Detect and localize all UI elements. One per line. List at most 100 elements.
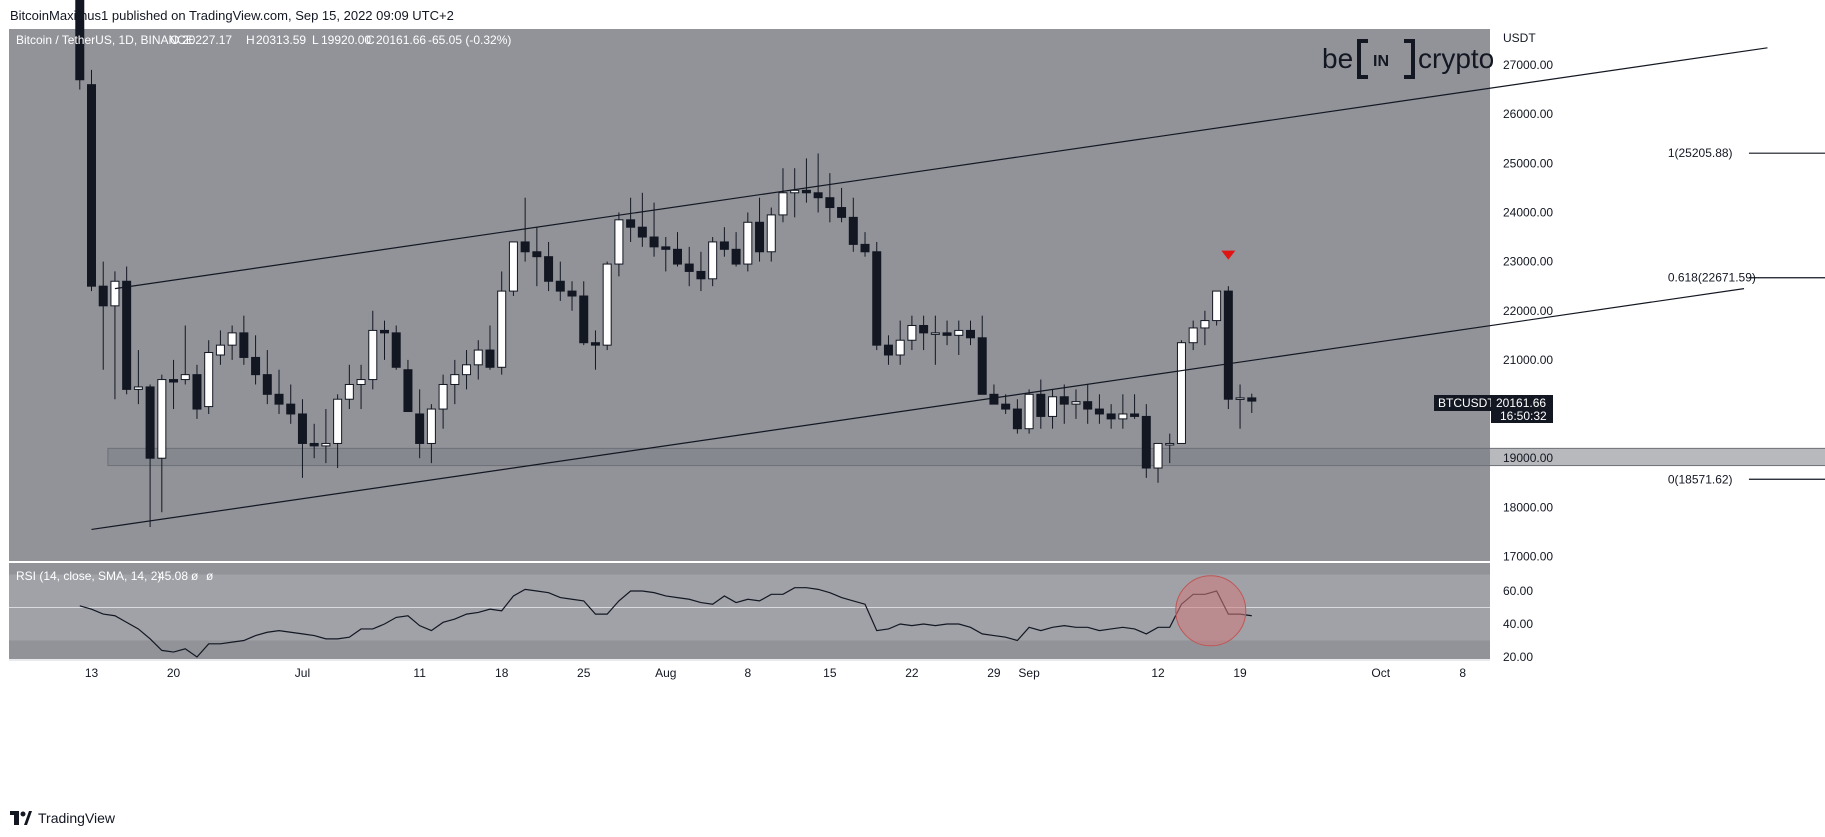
candle-body: [872, 251, 882, 346]
candle: [1001, 394, 1011, 414]
rsi-legend-extra-2: ø: [206, 569, 214, 583]
candle: [837, 187, 847, 223]
time-axis-tick: 29: [987, 666, 1001, 680]
candle-body: [297, 413, 307, 444]
time-axis-tick: 13: [85, 666, 99, 680]
candle: [98, 261, 108, 370]
candle-body: [368, 329, 378, 381]
rsi-legend-title[interactable]: RSI (14, close, SMA, 14, 2): [16, 569, 161, 583]
symbol-name[interactable]: Bitcoin / TetherUS, 1D, BINANCE: [16, 33, 194, 47]
candle-body: [801, 189, 811, 194]
open-label: O: [170, 33, 179, 47]
candle-body: [544, 256, 554, 282]
price-label: 20161.66: [1496, 396, 1546, 410]
low-value: 19920.00: [321, 33, 371, 47]
candle-body: [1094, 408, 1104, 415]
candle-body: [1036, 393, 1046, 417]
candle: [872, 241, 882, 351]
ticker-label: BTCUSDT: [1438, 396, 1495, 410]
candle: [180, 325, 190, 385]
change-value: -65.05 (-0.32%): [428, 33, 511, 47]
candle-body: [485, 349, 495, 368]
channel-line[interactable]: [91, 288, 1745, 531]
candle: [426, 404, 436, 464]
candle: [661, 237, 671, 272]
footer-text: TradingView: [38, 810, 116, 826]
candle-body: [391, 332, 401, 368]
candle-body: [895, 339, 905, 356]
open-value: 20227.17: [182, 33, 232, 47]
price-axis[interactable]: [1490, 29, 1825, 661]
candle-body: [743, 221, 753, 265]
candle-body: [1188, 327, 1198, 344]
candle-body: [1071, 401, 1081, 405]
candle: [649, 202, 659, 257]
candle: [883, 335, 893, 365]
close-value: 20161.66: [376, 33, 426, 47]
candle: [895, 320, 905, 365]
fib-level-label: 0(18571.62): [1668, 472, 1733, 486]
candle: [356, 364, 366, 410]
channel-line[interactable]: [114, 47, 1768, 290]
candle: [508, 241, 518, 297]
low-label: L: [312, 33, 319, 47]
candle: [544, 241, 554, 292]
price-axis-tick: 19000.00: [1503, 451, 1553, 465]
candle: [1247, 393, 1257, 413]
brand-box-gap-top: [1368, 37, 1404, 45]
candle: [1012, 399, 1022, 434]
candle-body: [239, 332, 249, 358]
candle: [1200, 310, 1210, 346]
candle-body: [825, 197, 835, 209]
candle: [87, 69, 96, 292]
candle-body: [309, 442, 319, 447]
brand-box-text: IN: [1373, 53, 1389, 70]
candle: [567, 281, 577, 311]
candle-body: [813, 192, 823, 199]
candle-body: [1141, 415, 1151, 469]
candle-body: [930, 332, 940, 335]
candle-body: [731, 248, 741, 265]
rsi-axis-tick: 40.00: [1503, 617, 1533, 631]
time-axis-tick: 25: [577, 666, 591, 680]
candle-body: [415, 413, 425, 444]
candle: [1212, 290, 1222, 326]
candle: [684, 246, 694, 287]
candle: [626, 197, 636, 242]
time-axis-tick: 22: [905, 666, 919, 680]
time-axis-tick: 18: [495, 666, 509, 680]
rsi-layer: [9, 574, 1490, 658]
candle: [145, 384, 155, 528]
publisher-header: BitcoinMaximus1 published on TradingView…: [10, 8, 454, 23]
price-axis-unit: USDT: [1503, 31, 1536, 45]
candle-body: [907, 324, 917, 341]
candle: [110, 271, 120, 400]
candle-body: [778, 192, 788, 216]
candle-body: [145, 386, 155, 459]
time-axis-tick: 8: [744, 666, 751, 680]
candle: [403, 359, 413, 413]
candle: [1059, 384, 1069, 424]
rsi-axis-tick: 60.00: [1503, 584, 1533, 598]
candle-body: [614, 219, 624, 265]
main-chart-panel[interactable]: [9, 29, 1490, 561]
rsi-line[interactable]: [79, 587, 1252, 658]
candle-body: [286, 403, 296, 415]
candle-body: [344, 383, 354, 400]
high-label: H: [246, 33, 255, 47]
brand-box-gap-bottom: [1368, 73, 1404, 81]
time-axis-tick: 12: [1151, 666, 1165, 680]
tradingview-footer[interactable]: TradingView: [10, 810, 115, 826]
candle: [1118, 394, 1128, 429]
rsi-axis-tick: 20.00: [1503, 650, 1533, 664]
support-zone[interactable]: [107, 447, 1825, 467]
time-axis-tick: Jul: [295, 666, 310, 680]
candle: [766, 207, 776, 262]
candle: [391, 325, 401, 370]
candle-body: [157, 379, 167, 459]
candle: [1188, 320, 1198, 351]
candle-body: [321, 442, 331, 447]
rsi-legend-value: 45.08: [158, 569, 188, 583]
price-axis-tick: 26000.00: [1503, 107, 1553, 121]
candle-body: [966, 329, 975, 339]
